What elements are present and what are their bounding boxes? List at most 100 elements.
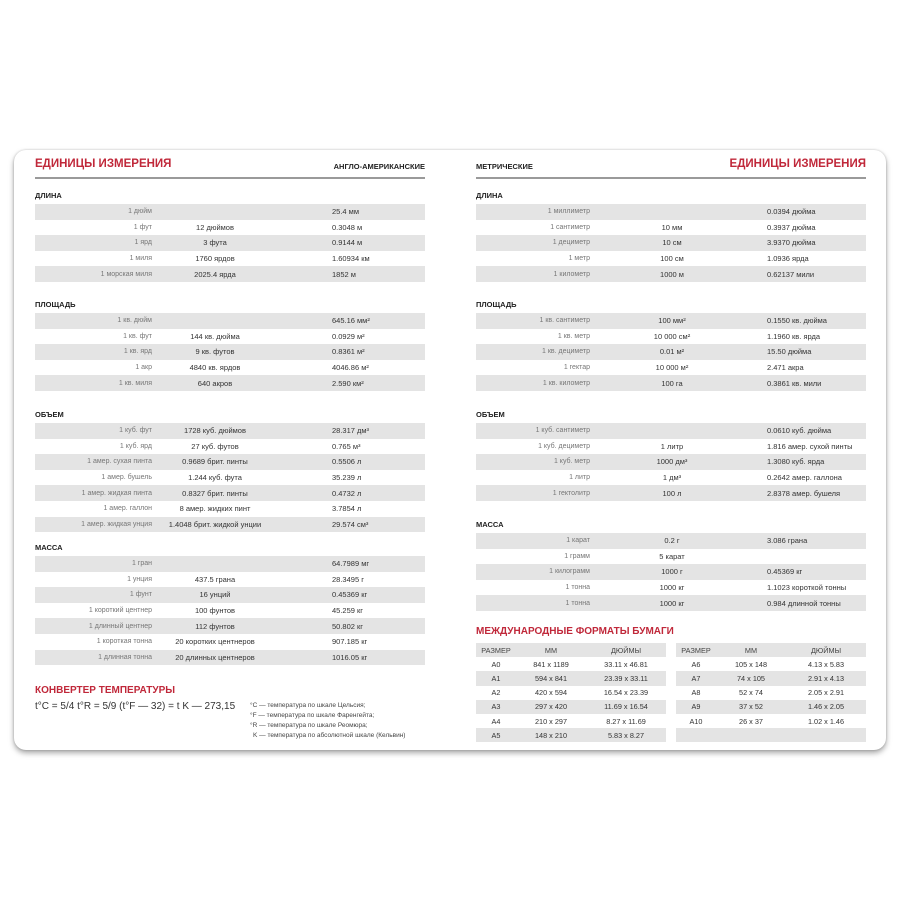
table-row: 1 кв. сантиметр 100 мм² 0.1550 кв. дюйма [476, 313, 866, 329]
converter-title: КОНВЕРТЕР ТЕМПЕРАТУРЫ [35, 685, 176, 696]
table-row: 1 ярд 3 фута 0.9144 м [35, 235, 425, 251]
table-cell: 1.1023 короткой тонны [767, 583, 847, 593]
table-cell: 1.0936 ярда [767, 254, 809, 264]
conversion-table: 1 дюйм 25.4 мм 1 фут 12 дюймов 0.3048 м 1 ярд… [35, 204, 425, 282]
table-cell: 0.0394 дюйма [767, 207, 816, 217]
table-cell: 1 морская миля [100, 270, 152, 278]
table-row: 1 килограмм 1000 г 0.45369 кг [476, 564, 866, 580]
table-cell: 1 куб. дециметр [538, 442, 590, 450]
table-row: 1 кв. метр 10 000 см² 1.1960 кв. ярда [476, 329, 866, 345]
table-row: 1 куб. дециметр 1 литр 1.816 амер. сухой п… [476, 439, 866, 455]
table-cell: 1 акр [135, 364, 152, 372]
table-cell: 100 см [660, 254, 684, 264]
table-row: 1 метр 100 см 1.0936 ярда [476, 251, 866, 267]
table-cell: 2.8378 амер. бушеля [767, 488, 841, 498]
table-cell: 25.4 мм [332, 207, 359, 217]
section-heading: ПЛОЩАДЬ [476, 300, 517, 309]
section-heading: ПЛОЩАДЬ [35, 300, 76, 309]
table-cell: 1 кв. километр [542, 379, 590, 387]
paper-formats-title: МЕЖДУНАРОДНЫЕ ФОРМАТЫ БУМАГИ [476, 626, 674, 637]
table-cell: 29.574 см³ [332, 519, 369, 529]
table-cell: 420 x 594 [534, 688, 568, 698]
table-cell: 105 x 148 [734, 659, 768, 669]
table-row: 1 миллиметр 0.0394 дюйма [476, 204, 866, 220]
right-page-subtitle: МЕТРИЧЕСКИЕ [476, 162, 533, 171]
conversion-table: 1 кв. дюйм 645.16 мм² 1 кв. фут 144 кв. дюй… [35, 313, 425, 391]
table-row: A7 74 x 105 2.91 x 4.13 [676, 671, 866, 686]
table-header-row: РАЗМЕР ММ ДЮЙМЫ [676, 643, 866, 658]
table-cell: 1.60934 км [332, 254, 370, 264]
table-row: 1 амер. бушель 1.244 куб. фута 35.239 л [35, 470, 425, 486]
table-row [676, 728, 866, 743]
table-cell: A5 [491, 730, 501, 740]
table-cell: A0 [491, 659, 501, 669]
table-cell: 4840 кв. ярдов [189, 363, 241, 373]
table-cell: 112 фунтов [195, 621, 235, 631]
section-heading: ДЛИНА [476, 191, 503, 200]
table-cell: 144 кв. дюйма [190, 331, 240, 341]
table-cell: 100 га [661, 378, 683, 388]
table-cell: 0.9689 брит. пинты [182, 457, 248, 467]
table-cell: 1 ярд [134, 239, 152, 247]
table-row: 1 куб. сантиметр 0.0610 куб. дюйма [476, 423, 866, 439]
conversion-table: 1 карат 0.2 г 3.086 грана 1 грамм 5 карат 1 к… [476, 533, 866, 611]
table-cell: A8 [691, 688, 701, 698]
table-cell: 1 кв. миля [118, 379, 152, 387]
table-row: A3 297 x 420 11.69 x 16.54 [476, 699, 666, 714]
column-header: ДЮЙМЫ [810, 645, 842, 655]
table-cell: 5 карат [659, 551, 685, 561]
table-cell: A10 [689, 716, 703, 726]
table-cell: 5.83 x 8.27 [607, 730, 645, 740]
table-row: 1 амер. жидкая унция 1.4048 брит. жидкой … [35, 516, 425, 533]
conversion-table: 1 куб. фут 1728 куб. дюймов 28.317 дм³ 1 ку… [35, 423, 425, 533]
table-row: A1 594 x 841 23.39 x 33.11 [476, 671, 666, 686]
table-cell: 10 мм [661, 222, 683, 232]
conversion-table: 1 кв. сантиметр 100 мм² 0.1550 кв. дюйма 1 … [476, 313, 866, 391]
table-cell: 437.5 грана [194, 574, 236, 584]
table-cell: 2.05 x 2.91 [807, 688, 845, 698]
table-row: 1 амер. сухая пинта 0.9689 брит. пинты 0.5… [35, 454, 425, 470]
table-cell: 12 дюймов [196, 222, 234, 232]
table-cell: 4.13 x 5.83 [807, 659, 845, 669]
table-cell: 1 фунт [129, 591, 152, 599]
conversion-table: 1 куб. сантиметр 0.0610 куб. дюйма 1 куб. … [476, 423, 866, 501]
table-cell: 297 x 420 [534, 702, 568, 712]
table-cell: 1 килограмм [549, 568, 590, 576]
section-heading: ДЛИНА [35, 191, 62, 200]
table-cell: 50.802 кг [332, 621, 364, 631]
table-row: 1 куб. ярд 27 куб. футов 0.765 м³ [35, 439, 425, 455]
table-row: 1 карат 0.2 г 3.086 грана [476, 533, 866, 549]
left-page-subtitle: АНГЛО-АМЕРИКАНСКИЕ [333, 162, 425, 171]
table-cell: 1.46 x 2.05 [807, 702, 845, 712]
conversion-table: 1 гран 64.7989 мг 1 унция 437.5 грана 28.349… [35, 556, 425, 666]
table-row: 1 кв. дюйм 645.16 мм² [35, 313, 425, 329]
table-row: 1 куб. фут 1728 куб. дюймов 28.317 дм³ [35, 423, 425, 439]
table-cell: 26 x 37 [739, 716, 763, 726]
table-row: A9 37 x 52 1.46 x 2.05 [676, 699, 866, 714]
table-cell: 1000 кг [659, 598, 685, 608]
section-heading: МАССА [476, 520, 504, 529]
table-cell: 1 длинный центнер [88, 622, 152, 630]
table-cell: 35.239 л [332, 473, 362, 483]
table-cell: 16.54 x 23.39 [603, 688, 649, 698]
table-cell: 52 x 74 [739, 688, 763, 698]
table-cell: 1728 куб. дюймов [184, 426, 246, 436]
table-cell: 1 короткий центнер [88, 607, 152, 615]
table-cell: 28.3495 г [332, 574, 364, 584]
column-header: ДЮЙМЫ [610, 645, 642, 655]
table-row: A0 841 x 1189 33.11 x 46.81 [476, 657, 666, 671]
table-cell: A1 [491, 673, 501, 683]
table-cell: 3.086 грана [767, 536, 808, 546]
table-cell: 1 тонна [565, 599, 590, 607]
table-cell: 20 длинных центнеров [175, 652, 255, 662]
table-cell: 2.590 км² [332, 378, 364, 388]
table-cell: 645.16 мм² [332, 316, 370, 326]
table-cell: 27 куб. футов [191, 441, 239, 451]
note: °F — температура по шкале Фаренгейта; [250, 712, 375, 719]
table-cell: 1 амер. галлон [103, 505, 152, 513]
section-heading: ОБЪЕМ [35, 410, 64, 419]
table-cell: 15.50 дюйма [767, 347, 812, 357]
note: K — температура по абсолютной шкале (Кел… [253, 732, 406, 739]
table-cell: 1 миля [129, 255, 152, 263]
table-cell: A3 [491, 702, 501, 712]
